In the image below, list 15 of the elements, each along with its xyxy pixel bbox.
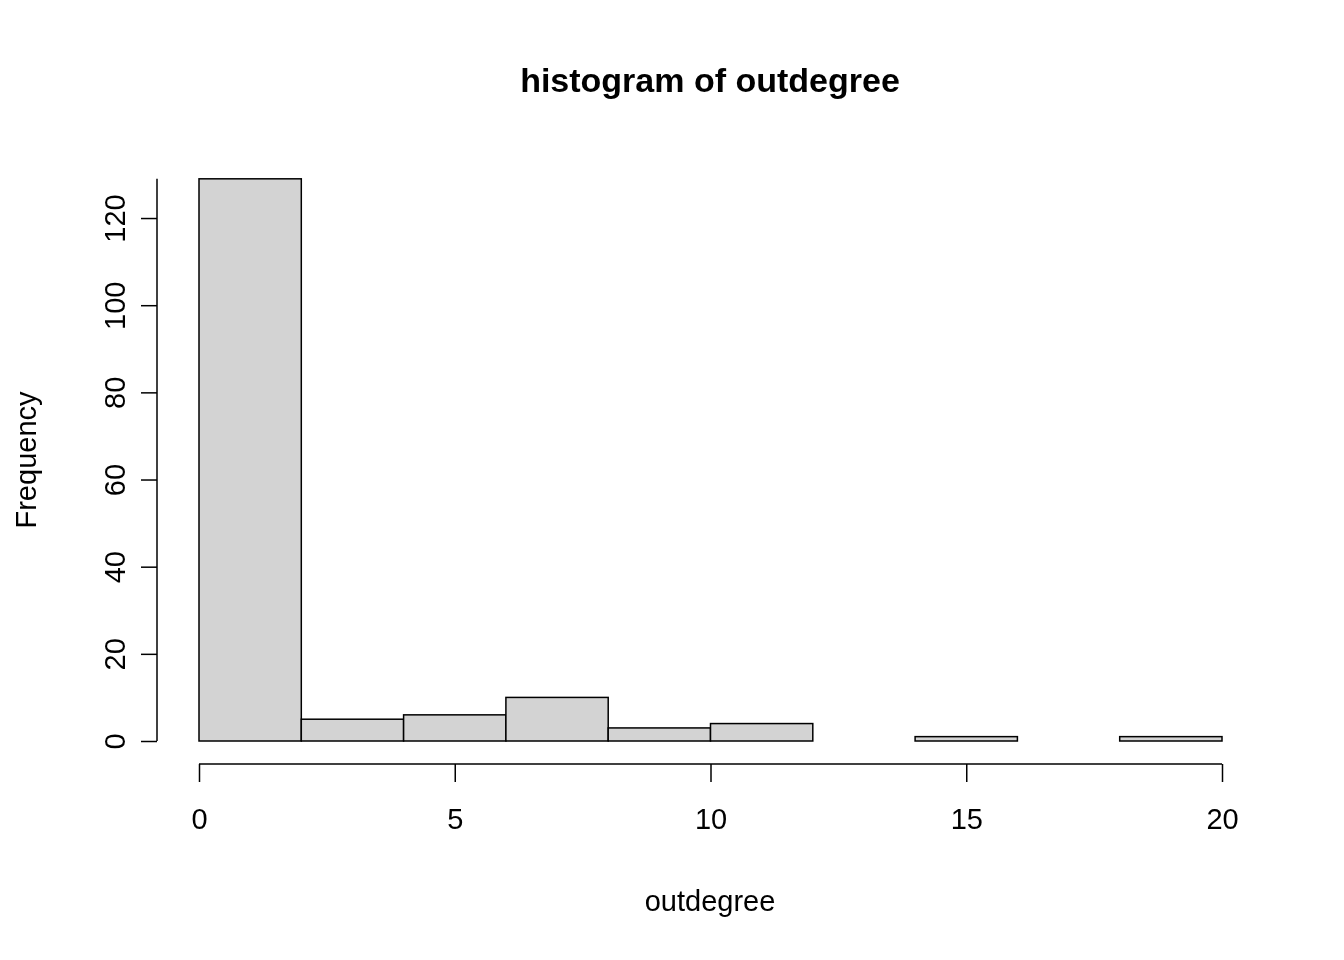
x-tick-label: 20 (1206, 802, 1239, 835)
y-tick-label: 0 (99, 733, 132, 750)
y-axis-title: Frequency (10, 390, 42, 529)
y-tick-label: 60 (99, 463, 132, 497)
chart-title: histogram of outdegree (520, 61, 900, 99)
y-tick-label: 40 (99, 551, 132, 584)
y-tick-label: 100 (99, 281, 132, 330)
x-tick-label: 5 (447, 802, 464, 835)
x-tick-label: 10 (694, 802, 728, 835)
y-tick-label: 80 (99, 376, 132, 409)
y-tick-label: 20 (99, 638, 132, 671)
x-tick-label: 0 (191, 802, 208, 835)
x-axis-title: outdegree (644, 885, 776, 917)
x-tick-label: 15 (950, 802, 983, 835)
y-tick-label: 120 (99, 194, 132, 243)
